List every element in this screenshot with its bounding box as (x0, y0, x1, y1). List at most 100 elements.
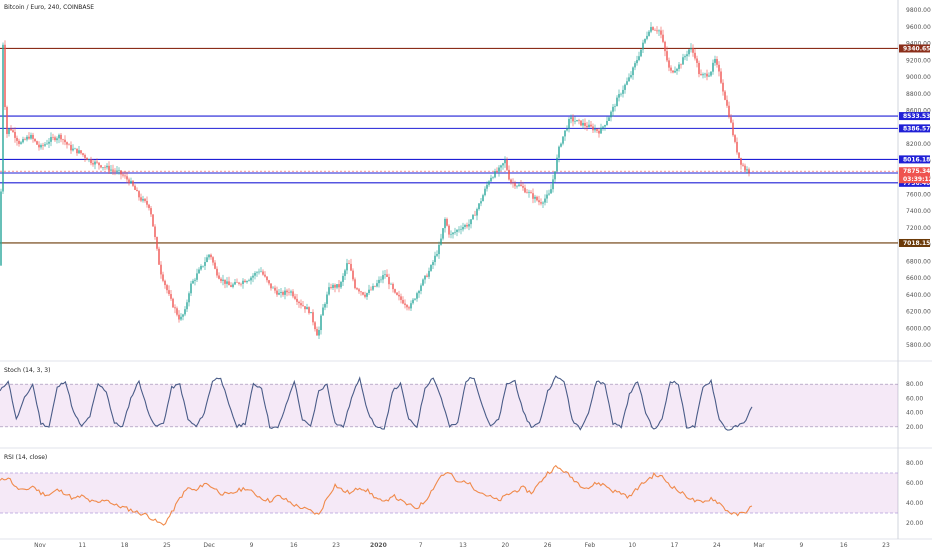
candle-body (416, 293, 418, 299)
candle-body (280, 291, 282, 293)
candle-body (640, 49, 642, 57)
time-tick-label: 23 (332, 542, 340, 549)
candle-body (184, 309, 186, 315)
time-tick-label: 20 (501, 542, 509, 549)
candle-body (96, 161, 98, 163)
candle-body (326, 294, 328, 304)
candle-body (100, 165, 102, 168)
candle-body (118, 170, 120, 172)
time-tick-label: 10 (628, 542, 636, 549)
stoch-line (0, 375, 753, 431)
time-tick-label: Nov (34, 542, 46, 549)
candle-body (410, 303, 412, 309)
candle-body (654, 29, 656, 31)
candle-body (164, 280, 166, 286)
candle-body (720, 71, 722, 83)
candle-body (84, 154, 86, 158)
candle-body (362, 292, 364, 295)
candle-body (688, 49, 690, 55)
candle-body (554, 171, 556, 180)
candle-body (8, 128, 10, 134)
level-tag (899, 124, 930, 133)
level-tag-label: 7736.40 (903, 180, 930, 187)
level-tags: 9340.658533.538386.578016.187853.657736.… (899, 44, 932, 247)
price-tick-label: 6600.00 (906, 275, 931, 282)
candle-body (558, 146, 560, 158)
candle-body (374, 285, 376, 287)
candle-body (748, 169, 750, 173)
horizontal-levels[interactable] (0, 47, 898, 244)
price-tick-label: 9400.00 (906, 41, 931, 48)
candle-body (106, 165, 108, 168)
price-tick-label: 8200.00 (906, 141, 931, 148)
candle-body (124, 175, 126, 177)
candle-body (94, 161, 96, 165)
candle-body (206, 257, 208, 263)
candle-body (242, 280, 244, 284)
candle-body (122, 174, 124, 176)
candle-body (404, 303, 406, 305)
candle-body (32, 134, 34, 139)
candle-body (746, 169, 748, 171)
candle-body (606, 121, 608, 126)
candle-body (678, 64, 680, 69)
candle-body (706, 73, 708, 77)
candle-body (344, 270, 346, 276)
candle-body (156, 237, 158, 249)
candle-body (540, 202, 542, 204)
chart-title: Bitcoin / Euro, 240, COINBASE (4, 4, 94, 11)
candle-body (686, 54, 688, 57)
candles (0, 22, 750, 340)
rsi-tick-label: 60.00 (906, 480, 923, 487)
candle-body (724, 91, 726, 100)
candle-body (498, 167, 500, 172)
candle-body (668, 60, 670, 68)
candle-body (592, 126, 594, 131)
candle-body (76, 148, 78, 154)
last-price-tag (899, 167, 930, 184)
candle-body (48, 141, 50, 144)
level-tag-label: 7018.15 (903, 240, 930, 247)
candle-body (328, 287, 330, 295)
candle-body (310, 312, 312, 314)
candle-body (296, 298, 298, 302)
price-tick-label: 6400.00 (906, 292, 931, 299)
candle-body (492, 177, 494, 178)
price-tick-label: 6800.00 (906, 258, 931, 265)
time-axis[interactable]: Nov 11 18 25 Dec 9 16 23 2020 7 13 20 26 Feb 10 17 24 Mar… (34, 542, 890, 549)
candle-body (298, 301, 300, 304)
candle-body (370, 289, 372, 291)
candle-body (506, 159, 508, 170)
price-tick-label: 9200.00 (906, 57, 931, 64)
candle-body (262, 271, 264, 275)
candle-body (28, 136, 30, 139)
candle-body (520, 184, 522, 186)
candle-body (250, 277, 252, 281)
candle-body (662, 34, 664, 42)
candle-body (510, 179, 512, 183)
level-tag-label: 8386.57 (903, 125, 930, 132)
candle-body (392, 283, 394, 290)
candle-body (670, 67, 672, 71)
candle-body (300, 303, 302, 306)
candle-body (176, 308, 178, 315)
candle-body (130, 180, 132, 184)
candle-body (264, 274, 266, 277)
candle-body (256, 272, 258, 273)
candle-body (528, 192, 530, 193)
candle-body (474, 214, 476, 216)
candle-body (226, 281, 228, 284)
candle-body (580, 120, 582, 126)
time-tick-label: 25 (163, 542, 171, 549)
candle-body (738, 152, 740, 158)
candle-body (452, 232, 454, 235)
candle-body (24, 139, 26, 140)
candle-body (716, 59, 718, 65)
price-tick-label: 9800.00 (906, 7, 931, 14)
candle-body (312, 312, 314, 323)
candle-body (704, 73, 706, 75)
candle-body (132, 180, 134, 186)
candle-body (90, 159, 92, 164)
